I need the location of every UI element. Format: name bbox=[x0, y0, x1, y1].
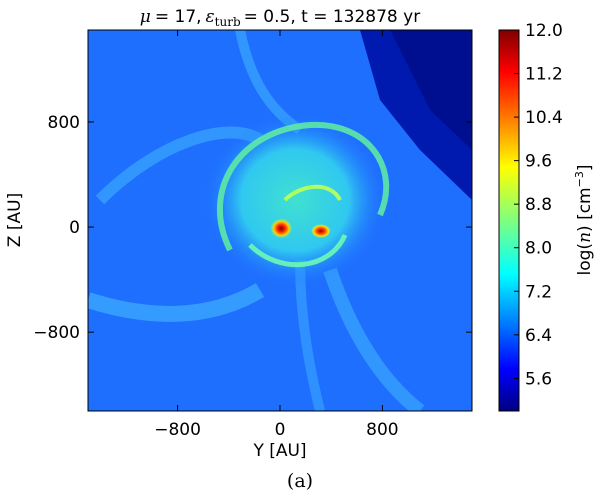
y-tick-label: 800 bbox=[48, 113, 80, 133]
colorbar-tick-label: 8.8 bbox=[525, 195, 552, 215]
y-axis-ticks: 800 0 −800 bbox=[33, 113, 472, 343]
colorbar-tick-label: 9.6 bbox=[525, 152, 552, 172]
low-density-region-inner bbox=[390, 30, 472, 150]
density-core bbox=[270, 218, 293, 239]
x-tick-label: 800 bbox=[366, 420, 398, 440]
y-tick-label: 0 bbox=[69, 218, 80, 238]
figure-caption: (a) bbox=[286, 470, 314, 492]
filament bbox=[88, 283, 265, 322]
spiral-arm bbox=[248, 233, 348, 268]
x-axis-label: Y [AU] bbox=[252, 441, 306, 461]
x-tick-label: 0 bbox=[275, 420, 286, 440]
colorbar bbox=[498, 29, 520, 412]
colorbar-tick-label: 5.6 bbox=[525, 369, 552, 389]
heatmap-panel bbox=[88, 30, 472, 411]
colorbar-tick-label: 8.0 bbox=[525, 239, 552, 259]
x-axis-ticks: −800 0 800 bbox=[154, 30, 399, 440]
y-tick-label: −800 bbox=[33, 323, 80, 343]
density-cores bbox=[270, 218, 331, 239]
colorbar-ticks: 12.0 11.2 10.4 9.6 8.8 8.0 7.2 6.4 5.6 bbox=[514, 21, 563, 389]
density-core bbox=[310, 224, 331, 239]
colorbar-tick-label: 6.4 bbox=[525, 326, 552, 346]
colorbar-tick-label: 12.0 bbox=[525, 21, 563, 41]
x-tick-label: −800 bbox=[154, 420, 201, 440]
colorbar-tick-label: 7.2 bbox=[525, 282, 552, 302]
disk bbox=[205, 115, 385, 285]
chart-title: μ = 17, εturb = 0.5, t = 132878 yr bbox=[140, 7, 420, 29]
colorbar-tick-label: 10.4 bbox=[525, 108, 563, 128]
filament bbox=[323, 267, 425, 411]
colorbar-tick-label: 11.2 bbox=[525, 65, 563, 85]
colorbar-label: log(n) [cm−3] bbox=[573, 165, 595, 276]
y-axis-label: Z [AU] bbox=[5, 193, 25, 247]
spiral-arm bbox=[217, 121, 390, 252]
spiral-arm bbox=[283, 184, 342, 202]
